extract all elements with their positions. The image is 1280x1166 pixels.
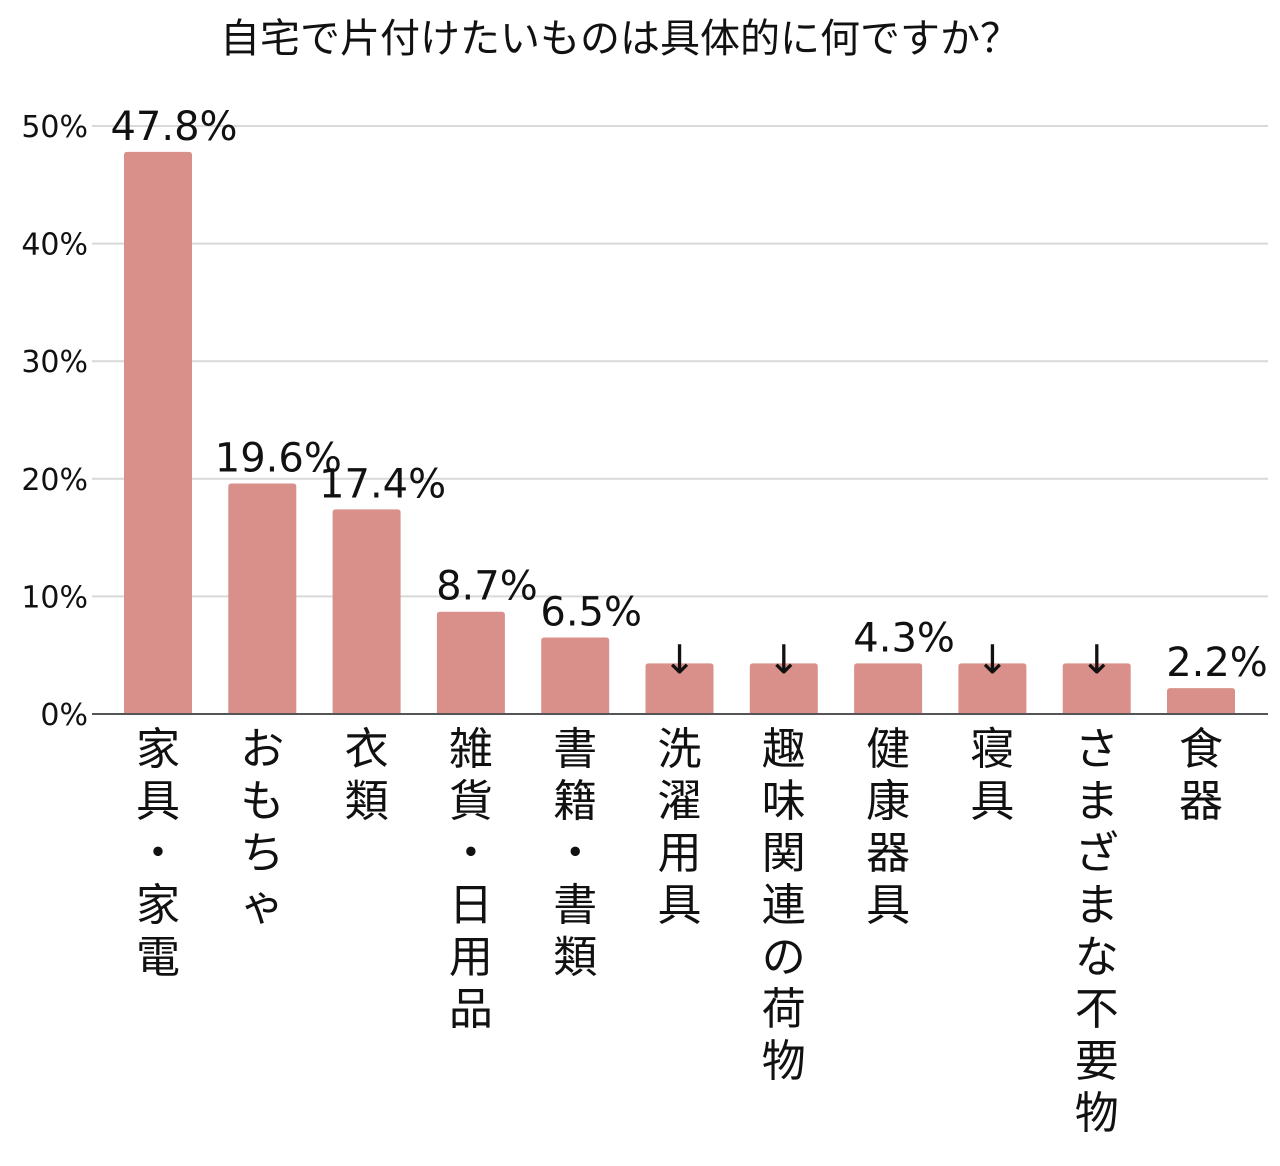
y-tick-label: 30%	[21, 345, 88, 380]
bar	[436, 611, 505, 714]
bar	[1167, 688, 1235, 714]
category-label: 書籍・書類	[553, 724, 597, 983]
data-label: 6.5%	[540, 590, 642, 636]
category-label: 寝具	[970, 724, 1014, 827]
category-label: さまざまな不要物	[1075, 724, 1119, 1139]
bar	[332, 509, 401, 714]
data-label: 2.2%	[1166, 640, 1268, 686]
arrow-label: ↓	[976, 637, 1010, 683]
category-label: 健康器具	[866, 724, 910, 931]
y-tick-label: 20%	[21, 463, 88, 498]
bar	[749, 663, 818, 714]
data-label: 47.8%	[110, 104, 237, 150]
category-labels: 家具・家電 おもちゃ 衣類 雑貨・日用品 書籍・書類 洗濯用具 趣味関連の荷物 健康器具 寝具さ…	[136, 724, 1223, 1139]
arrow-label: ↓	[767, 637, 801, 683]
category-label: 衣類	[345, 724, 389, 827]
bar	[124, 151, 192, 714]
bar	[541, 637, 610, 714]
data-label: 17.4%	[319, 461, 446, 507]
y-tick-label: 10%	[21, 580, 88, 615]
chart-title: 自宅で片付けたいものは具体的に何ですか？	[220, 16, 1020, 62]
data-label: 4.3%	[853, 615, 955, 661]
arrow-label: ↓	[1080, 637, 1114, 683]
bar	[854, 663, 923, 714]
gridlines	[92, 125, 1268, 598]
data-label: 19.6%	[215, 436, 342, 482]
bar	[228, 483, 297, 714]
arrow-label: ↓	[663, 637, 697, 683]
y-tick-label: 0%	[40, 698, 88, 733]
bar	[1062, 663, 1131, 714]
category-label: 食器	[1179, 724, 1223, 827]
y-tick-label: 40%	[21, 228, 88, 263]
data-label: 8.7%	[436, 564, 538, 610]
category-label: おもちゃ	[240, 724, 284, 931]
category-label: 趣味関連の荷物	[762, 724, 806, 1087]
category-label: 家具・家電	[136, 724, 180, 983]
bar	[958, 663, 1027, 714]
category-label: 洗濯用具	[658, 724, 702, 931]
category-label: 雑貨・日用品	[449, 724, 493, 1035]
data-labels: 47.8% 19.6%17.4% 8.7%6.5% ↓ ↓ 4.3% ↓ ↓ 2.2%	[110, 104, 1267, 686]
y-axis-ticks: 0% 10% 20% 30% 40% 50%	[21, 110, 88, 733]
bars	[124, 151, 1235, 714]
bar	[645, 663, 714, 714]
y-tick-label: 50%	[21, 110, 88, 145]
